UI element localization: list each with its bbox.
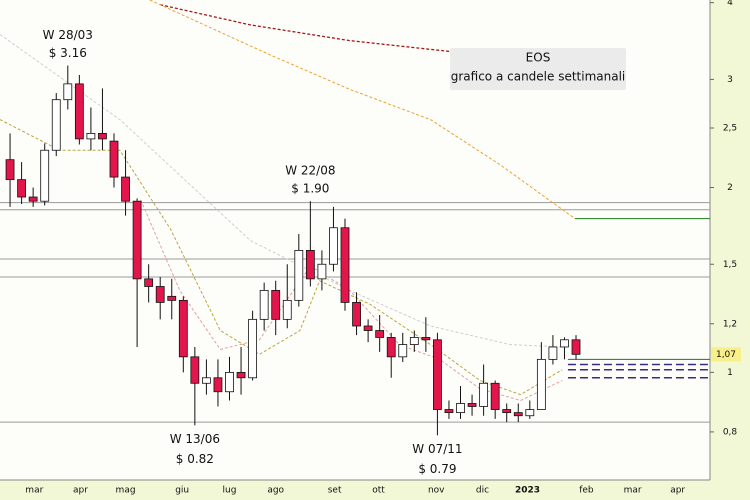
- x-tick-label: mar: [624, 486, 642, 496]
- candle-body: [444, 409, 454, 414]
- candle-body: [340, 227, 350, 303]
- x-tick-label: ago: [267, 486, 284, 496]
- candle-body: [502, 409, 512, 414]
- candle-body: [190, 356, 200, 384]
- candle-body: [352, 302, 361, 327]
- candle-body: [375, 330, 385, 338]
- annotation: W 07/11: [412, 442, 462, 456]
- candle-body: [98, 132, 107, 140]
- candle-body: [479, 382, 489, 407]
- candle-body: [225, 371, 234, 393]
- x-tick-label: apr: [73, 486, 88, 496]
- candle-body: [282, 299, 292, 320]
- annotation: $ 1.90: [291, 182, 329, 196]
- plot: W 28/03 $ 3.16 W 13/06 $ 0.82 W 22/08 $ 1.90 W…: [0, 0, 710, 476]
- candle-body: [409, 337, 419, 345]
- candle-body: [17, 179, 26, 198]
- y-tick-label: 1: [727, 368, 733, 378]
- candle-body: [51, 99, 61, 151]
- x-tick-label: feb: [579, 486, 594, 496]
- y-tick-label: 0,8: [723, 427, 738, 437]
- price-tag-label: 1,07: [716, 350, 736, 360]
- candle-body: [248, 318, 258, 379]
- x-tick-label: dic: [476, 486, 489, 496]
- candle-body: [202, 377, 211, 384]
- candle-body: [536, 358, 546, 410]
- candle-body: [317, 263, 327, 280]
- candle-body: [155, 286, 165, 303]
- y-tick-label: 1,2: [723, 319, 737, 329]
- candle-body: [421, 337, 431, 341]
- y-tick-label: 2,5: [723, 124, 737, 134]
- x-tick-label: giu: [175, 486, 189, 496]
- x-tick-label: lug: [223, 486, 237, 496]
- candle-body: [178, 299, 188, 358]
- candle-body: [490, 382, 500, 410]
- candle-body: [144, 278, 154, 287]
- candle-body: [259, 289, 269, 320]
- x-tick-label: apr: [670, 486, 685, 496]
- candle-body: [5, 159, 15, 181]
- candle-body: [74, 83, 84, 140]
- candle-body: [28, 196, 38, 202]
- x-tick-label: set: [328, 486, 342, 496]
- moving-average: [149, 0, 576, 220]
- x-tick-label: mag: [116, 486, 136, 496]
- candle-body: [109, 140, 119, 178]
- y-tick-label: 1,5: [723, 260, 737, 270]
- y-tick-label: 4: [727, 0, 733, 8]
- x-tick-label: ott: [372, 486, 385, 496]
- annotation: $ 0.79: [418, 462, 456, 476]
- x-tick-label: mar: [25, 486, 43, 496]
- candle-body: [398, 344, 408, 358]
- candle-body: [433, 339, 442, 410]
- candle-body: [132, 200, 142, 280]
- candle-body: [386, 337, 396, 358]
- candle-body: [213, 377, 223, 393]
- candle-body: [329, 227, 338, 265]
- candle-body: [167, 295, 177, 301]
- candle-body: [525, 409, 535, 417]
- x-axis-background: [0, 480, 750, 500]
- candle-body: [271, 289, 281, 320]
- annotation: W 28/03: [43, 28, 93, 42]
- candle-body: [40, 149, 50, 202]
- candle-body: [236, 371, 246, 379]
- chart-subtitle: grafico a candele settimanali: [451, 70, 626, 84]
- y-tick-label: 3: [727, 75, 733, 85]
- annotation: W 13/06: [170, 432, 220, 446]
- candle-body: [363, 325, 373, 331]
- price-tag: [711, 347, 741, 362]
- annotation: W 22/08: [285, 164, 335, 178]
- annotation: $ 0.82: [176, 452, 214, 466]
- x-tick-label: nov: [428, 486, 445, 496]
- candle-body: [548, 346, 558, 360]
- candle-body: [571, 339, 581, 355]
- candle-body: [456, 403, 465, 414]
- chart-title: EOS: [526, 51, 551, 65]
- y-tick-label: 2: [727, 183, 733, 193]
- candle-body: [467, 403, 477, 407]
- moving-average: [0, 119, 563, 396]
- x-tick-label: 2023: [515, 486, 540, 496]
- annotation: $ 3.16: [49, 46, 87, 60]
- candle-body: [560, 339, 569, 348]
- candle-body: [513, 412, 523, 417]
- y-axis-background: [710, 0, 750, 500]
- candle-body: [63, 83, 73, 101]
- candle-body: [305, 249, 315, 280]
- candle-body: [86, 132, 96, 140]
- candle-body: [121, 176, 130, 202]
- candle-body: [294, 249, 304, 301]
- legend-box: [450, 48, 626, 90]
